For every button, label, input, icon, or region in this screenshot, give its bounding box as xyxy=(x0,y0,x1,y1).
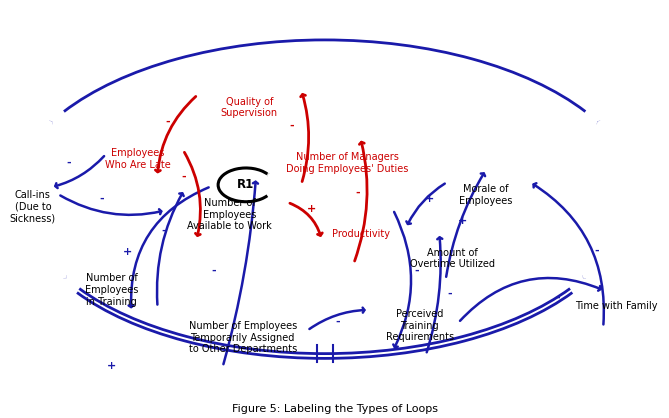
Text: -: - xyxy=(555,293,560,303)
Text: -: - xyxy=(414,265,419,275)
Text: +: + xyxy=(458,216,467,226)
Text: -: - xyxy=(335,317,340,327)
Text: -: - xyxy=(67,158,72,168)
Text: -: - xyxy=(447,289,452,299)
Text: -: - xyxy=(181,172,186,182)
Text: -: - xyxy=(211,265,215,275)
Text: Time with Family: Time with Family xyxy=(575,301,658,311)
Text: Productivity: Productivity xyxy=(332,229,390,240)
Text: -: - xyxy=(162,226,167,235)
Text: Number of
Employees
Available to Work: Number of Employees Available to Work xyxy=(187,198,272,231)
Text: Figure 5: Labeling the Types of Loops: Figure 5: Labeling the Types of Loops xyxy=(231,404,438,414)
Text: Employees
Who Are Late: Employees Who Are Late xyxy=(105,148,171,170)
Text: -: - xyxy=(165,116,170,126)
Text: Perceived
Training
Requirements: Perceived Training Requirements xyxy=(385,309,454,342)
Text: Morale of
Employees: Morale of Employees xyxy=(459,184,512,206)
Text: Number of
Employees
in Training: Number of Employees in Training xyxy=(85,273,138,307)
Text: Call-ins
(Due to
Sickness): Call-ins (Due to Sickness) xyxy=(10,190,56,223)
Text: -: - xyxy=(355,188,360,198)
Text: +: + xyxy=(123,247,132,257)
Text: +: + xyxy=(425,194,434,204)
Text: +: + xyxy=(307,204,316,214)
Text: R1: R1 xyxy=(237,178,255,191)
Text: Number of Managers
Doing Employees' Duties: Number of Managers Doing Employees' Duti… xyxy=(286,152,409,174)
Text: +: + xyxy=(107,361,116,370)
Text: -: - xyxy=(100,194,104,204)
Text: -: - xyxy=(290,120,294,130)
Text: -: - xyxy=(417,341,422,351)
Text: -: - xyxy=(595,245,599,255)
Text: Quality of
Supervision: Quality of Supervision xyxy=(221,97,278,118)
Text: Amount of
Overtime Utilized: Amount of Overtime Utilized xyxy=(410,247,495,269)
Text: Number of Employees
Temporarily Assigned
to Other Departments: Number of Employees Temporarily Assigned… xyxy=(189,321,297,354)
